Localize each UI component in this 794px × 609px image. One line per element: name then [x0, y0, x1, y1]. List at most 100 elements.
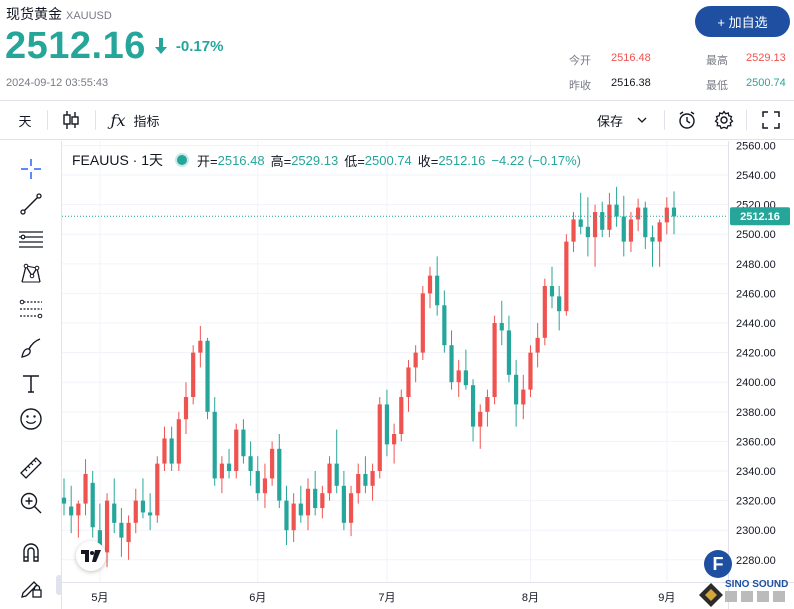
prev-close-label: 昨收 [569, 80, 591, 92]
candle [456, 360, 461, 398]
candle [169, 426, 174, 472]
trend-line-icon[interactable] [16, 189, 46, 219]
candle [90, 471, 95, 538]
price-tick-label: 2400.00 [736, 377, 776, 389]
candle-body [549, 286, 555, 297]
high-label: 最高 [706, 55, 728, 67]
magnet-icon-svg [23, 543, 39, 562]
candle-body [671, 207, 677, 217]
emoji-icon[interactable] [16, 404, 46, 434]
brush-icon[interactable] [16, 333, 46, 363]
last-price-badge [730, 207, 790, 226]
timestamp: 2024-09-12 03:55:43 [6, 77, 109, 89]
low-label: 最低 [706, 80, 728, 92]
candle [449, 330, 454, 390]
candle-body [97, 530, 102, 548]
candle-body [664, 207, 669, 223]
candle-body [399, 397, 404, 435]
candle [270, 441, 275, 486]
legend-high: 2529.13 [291, 152, 339, 168]
candle-body [442, 305, 447, 346]
chart-grid [62, 141, 728, 582]
fullscreen-icon-svg [762, 111, 780, 129]
tradingview-logo[interactable] [76, 541, 106, 571]
price-change-pct: -0.17% [175, 37, 224, 55]
lock-pencil-icon[interactable] [16, 572, 46, 602]
candle-body [564, 241, 569, 312]
candle [664, 197, 669, 235]
fullscreen-icon[interactable] [757, 101, 785, 139]
open-label: 今开 [569, 55, 591, 67]
fib-icon[interactable] [16, 294, 46, 324]
candle [291, 493, 296, 543]
drawing-toolbar [0, 141, 62, 609]
zoom-in-icon[interactable] [16, 488, 46, 518]
candle [578, 192, 583, 235]
emoji-icon-svg [20, 408, 42, 430]
candle [133, 488, 138, 534]
candle-body [370, 471, 375, 486]
candle [442, 290, 447, 353]
candle-body [514, 374, 519, 405]
candle-body [155, 463, 160, 516]
ruler-icon-svg [20, 457, 42, 479]
candle-body [61, 497, 67, 504]
candle-body [212, 411, 217, 479]
instrument-symbol: XAUUSD [66, 10, 112, 22]
candle-body [578, 219, 583, 227]
horizontal-lines-icon-svg [19, 231, 43, 248]
candle [241, 419, 246, 464]
candle [600, 201, 605, 238]
sino-sound-watermark-logo: F SINO SOUND [699, 550, 788, 607]
chart-toolbar: 天 ƒx 指标 保存 [0, 100, 794, 140]
collapse-handle[interactable] [56, 575, 62, 595]
candle-body [219, 463, 224, 479]
candle-body [628, 219, 634, 242]
gear-icon-svg [714, 110, 734, 130]
candle-body [521, 389, 526, 405]
candle-body [277, 448, 282, 501]
candle [506, 315, 512, 383]
candle [61, 478, 67, 516]
candle-body [191, 352, 196, 398]
candle-body [600, 212, 605, 230]
alarm-icon[interactable] [673, 101, 701, 139]
candle [621, 195, 626, 257]
interval-button[interactable]: 天 [18, 113, 32, 129]
candle [549, 266, 555, 309]
text-icon-svg [23, 375, 39, 393]
legend-symbol[interactable]: FEAUUS · 1天 [72, 152, 164, 168]
crosshair-icon[interactable] [16, 154, 46, 184]
candle [305, 478, 311, 531]
add-watchlist-button[interactable]: + 加自选 [695, 6, 790, 37]
candle [191, 345, 196, 405]
candle-body [234, 429, 239, 472]
candle-body [255, 471, 260, 494]
candle-body [463, 370, 468, 386]
candle [363, 456, 368, 494]
candle [557, 286, 562, 331]
indicators-button[interactable]: ƒx 指标 [104, 101, 166, 139]
candle [435, 256, 440, 316]
horizontal-lines-icon[interactable] [16, 224, 46, 254]
candle-body [327, 463, 332, 494]
ruler-icon[interactable] [16, 453, 46, 483]
candle-body [392, 434, 397, 445]
indicators-label: 指标 [133, 113, 160, 129]
candle [76, 500, 81, 538]
magnet-icon[interactable] [16, 537, 46, 567]
gear-icon[interactable] [710, 101, 738, 139]
legend-low-label: 低= [344, 153, 365, 169]
save-button[interactable]: 保存 [586, 101, 658, 139]
candlestick-icon[interactable] [56, 101, 86, 139]
fib-icon-svg [19, 299, 43, 319]
text-icon[interactable] [16, 368, 46, 398]
candle [521, 374, 526, 420]
pattern-icon[interactable] [16, 259, 46, 289]
candle-body [643, 207, 648, 238]
legend-open-label: 开= [197, 153, 218, 169]
candle [420, 286, 425, 361]
legend-close: 2512.16 [438, 152, 486, 168]
legend-high-label: 高= [270, 153, 292, 169]
